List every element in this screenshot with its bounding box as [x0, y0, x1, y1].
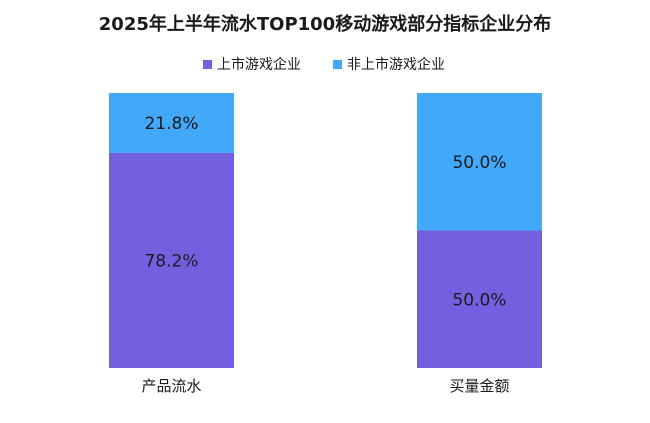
legend-label-1: 上市游戏企业 [217, 56, 301, 73]
chart-title: 2025年上半年流水TOP100移动游戏部分指标企业分布 [99, 13, 551, 35]
legend-label-2: 非上市游戏企业 [347, 56, 445, 73]
bar-segment-cat1-series2 [109, 93, 234, 153]
legend-swatch-1 [203, 60, 212, 69]
bars-group: 78.2% 21.8% 50.0% 50.0% [109, 93, 542, 368]
x-axis-labels: 产品流水 买量金额 [141, 377, 509, 395]
data-label-cat1-series2: 21.8% [144, 114, 198, 134]
x-tick-label-1: 产品流水 [141, 377, 201, 395]
data-label-cat2-series1: 50.0% [452, 290, 506, 310]
bar-segment-cat1-series1 [109, 152, 234, 368]
x-tick-label-2: 买量金额 [449, 377, 509, 395]
bar-segment-cat2-series1 [417, 230, 542, 368]
legend: 上市游戏企业 非上市游戏企业 [203, 56, 445, 73]
bar-segment-cat2-series2 [417, 93, 542, 231]
data-label-cat2-series2: 50.0% [452, 153, 506, 173]
legend-swatch-2 [333, 60, 342, 69]
data-label-cat1-series1: 78.2% [144, 251, 198, 271]
